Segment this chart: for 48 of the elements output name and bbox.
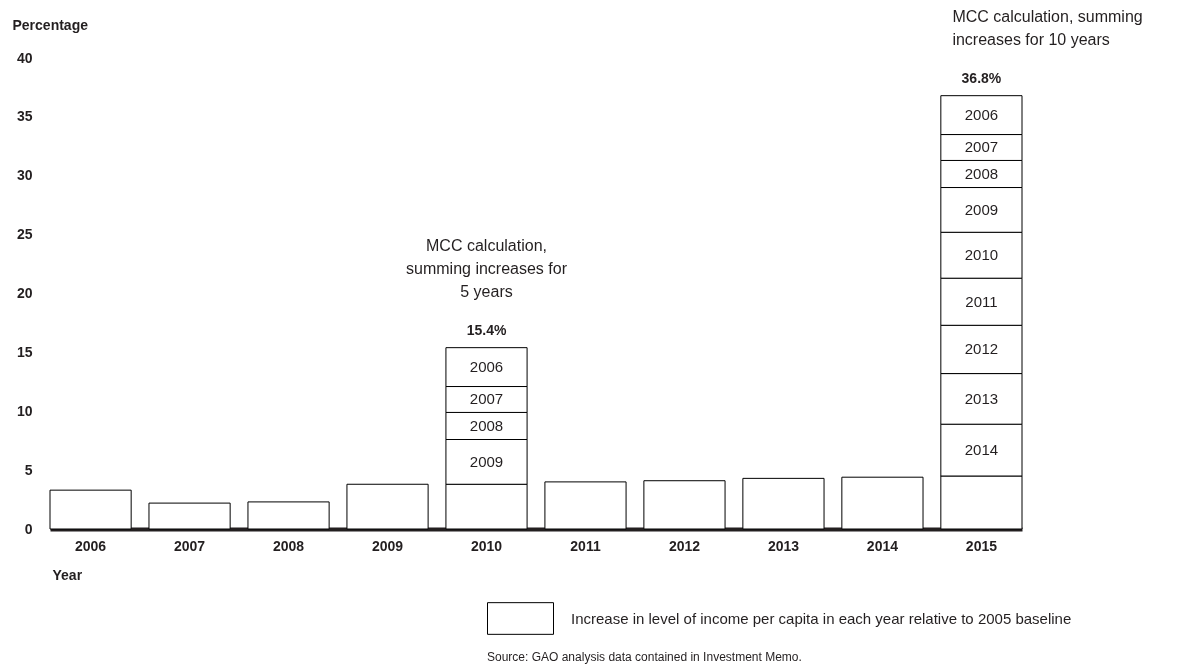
x-tick-label: 2013 (767, 537, 800, 554)
bar (148, 502, 231, 530)
series-label: 2007 (964, 138, 999, 156)
bar (49, 489, 132, 530)
series-label: 2009 (469, 452, 504, 470)
x-tick-label: 2011 (570, 537, 601, 554)
x-tick-label: 2014 (866, 537, 899, 554)
y-tick-label: 20 (16, 285, 33, 301)
y-tick-label: 35 (16, 108, 33, 125)
bar (346, 483, 429, 530)
x-tick-label: 2012 (668, 537, 701, 554)
series-label: 2014 (964, 441, 999, 459)
x-tick-label: 2006 (75, 537, 107, 554)
y-tick-label: 25 (16, 226, 33, 243)
x-tick-label: 2009 (371, 537, 404, 554)
text: 2008 (469, 416, 504, 434)
series-label: 2008 (964, 164, 999, 182)
x-tick-label: 2007 (173, 537, 206, 554)
bar (742, 477, 825, 530)
y-tick-label: 15 (16, 343, 33, 360)
series-label: 2012 (964, 340, 999, 358)
y-tick-label: 0 (24, 520, 33, 537)
annotation: MCC calculation, summing increases for 10 years (952, 7, 1143, 48)
legend-label: Increase in level of income per capita in each year relative to 2005 baseline (571, 609, 1072, 627)
total-label: 36.8% (961, 69, 1002, 86)
category-label: 2009 (964, 200, 999, 218)
x-axis-title: Year (52, 566, 83, 583)
series-label: 2006 (469, 358, 504, 376)
bar (247, 501, 330, 530)
x-tick-label: 2015 (965, 537, 998, 554)
y-tick-label: 30 (16, 167, 33, 184)
y-tick-label: 10 (16, 402, 33, 419)
x-tick-label: 2008 (272, 537, 305, 554)
series-label: 2011 (965, 292, 998, 310)
annotation: MCC calculation, summing increases for 5 years (406, 236, 568, 300)
text: 2007 (469, 390, 504, 408)
y-tick-label: 5 (24, 461, 33, 478)
bar (643, 480, 726, 530)
total-label: 15.4% (466, 321, 507, 338)
x-tick-label: 2010 (470, 537, 503, 554)
y-tick-label: 40 (16, 49, 33, 66)
bar (841, 476, 924, 530)
source-note: Source: GAO analysis data contained in Investment Memo. (487, 650, 802, 664)
series-label: 2013 (964, 389, 999, 407)
bar (544, 481, 627, 530)
y-axis-title: Percentage (12, 16, 89, 33)
category-label: 2006 (964, 106, 999, 124)
series-label: 2010 (964, 246, 999, 264)
